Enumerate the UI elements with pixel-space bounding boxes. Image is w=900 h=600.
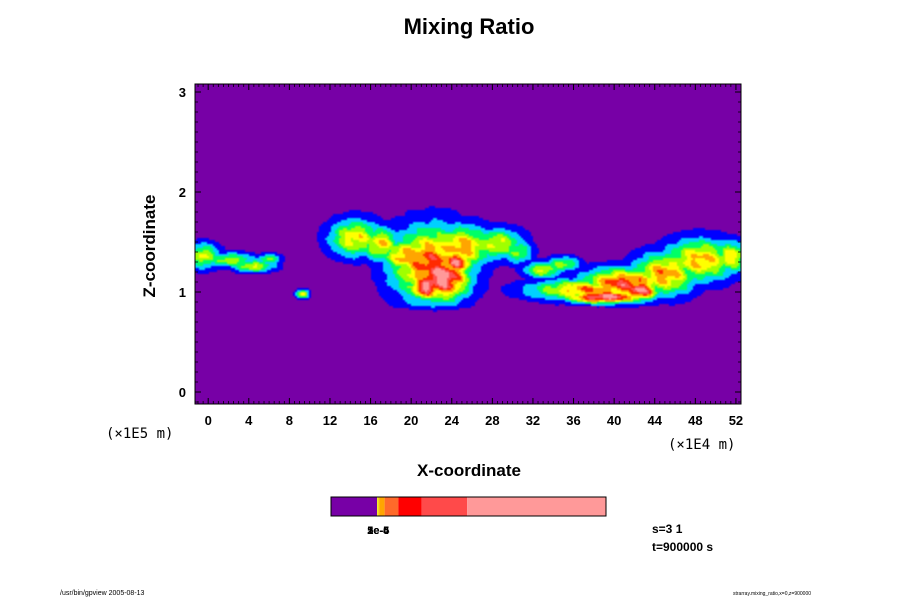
t-info: t=900000 s — [652, 540, 714, 554]
y-tick-label: 2 — [179, 185, 186, 200]
colorbar-segment — [377, 497, 379, 516]
x-tick-label: 32 — [526, 413, 540, 428]
s-info: s=3 1 — [652, 522, 683, 536]
colorbar-frame — [330, 496, 607, 517]
y-tick-label: 3 — [179, 85, 186, 100]
colorbar-label: 1e-6 — [367, 525, 389, 537]
colorbar-label: 5e-4 — [367, 525, 390, 537]
colorbar-segment — [398, 497, 422, 516]
x-tick-label: 44 — [648, 413, 663, 428]
mixing-ratio-field — [195, 84, 741, 404]
x-tick-label: 20 — [404, 413, 418, 428]
chart-title: Mixing Ratio — [403, 14, 535, 39]
x-tick-label: 16 — [363, 413, 377, 428]
plot-frame — [194, 83, 742, 405]
footer-variable: strarray.mixing_ratio,x=0,z=900000 — [733, 591, 812, 597]
x-tick-label: 48 — [688, 413, 702, 428]
x-axis-label: X-coordinate — [417, 461, 521, 480]
x-axis-unit: (×1E4 m) — [668, 437, 736, 453]
colorbar-label: 2e-5 — [367, 525, 389, 537]
x-tick-label: 0 — [205, 413, 212, 428]
y-axis-unit: (×1E5 m) — [106, 426, 174, 442]
x-tick-label: 24 — [445, 413, 460, 428]
colorbar-segment — [384, 497, 399, 516]
colorbar-segment — [467, 497, 606, 516]
footer-command: /usr/bin/gpview 2005-08-13 — [60, 590, 145, 597]
y-axis-label: Z-coordinate — [140, 194, 159, 298]
x-tick-label: 12 — [323, 413, 337, 428]
x-tick-label: 28 — [485, 413, 499, 428]
x-tick-label: 4 — [245, 413, 253, 428]
colorbar-segment — [379, 497, 385, 516]
colorbar-segment — [378, 497, 380, 516]
x-tick-label: 52 — [729, 413, 743, 428]
x-tick-label: 36 — [566, 413, 580, 428]
y-tick-label: 1 — [179, 285, 186, 300]
x-tick-label: 8 — [286, 413, 293, 428]
colorbar: 1e-62e-55e-4 — [330, 496, 607, 537]
x-tick-label: 40 — [607, 413, 621, 428]
y-tick-label: 0 — [179, 385, 186, 400]
colorbar-segment — [421, 497, 468, 516]
colorbar-segment — [331, 497, 378, 516]
